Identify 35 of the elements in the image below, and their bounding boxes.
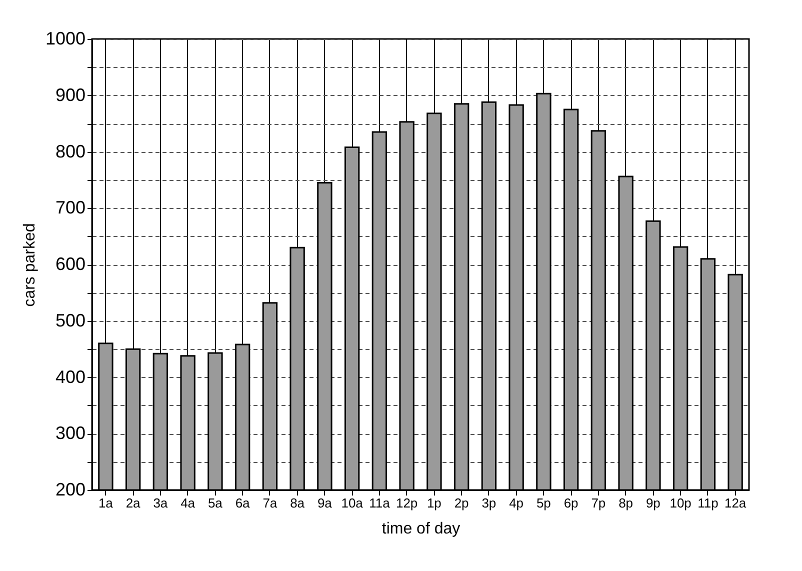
y-tick-label: 700	[55, 198, 86, 218]
y-tick-label: 600	[55, 254, 86, 274]
x-tick-label: 4p	[509, 496, 524, 510]
y-axis-title: cars parked	[21, 223, 38, 307]
x-tick-label: 1a	[98, 496, 114, 510]
x-tick-label: 11p	[698, 496, 718, 510]
x-tick-label: 4a	[180, 496, 196, 510]
x-tick-label: 12p	[396, 496, 418, 510]
x-tick-label: 12a	[724, 496, 747, 510]
x-tick-label: 10p	[670, 496, 692, 510]
y-tick-label: 900	[55, 84, 86, 105]
y-tick-label: 1000	[45, 28, 86, 48]
x-tick-label: 6a	[235, 496, 251, 510]
x-tick-label: 9p	[646, 496, 660, 510]
x-tick-label: 3a	[153, 496, 168, 510]
x-axis-title: time of day	[382, 520, 460, 538]
y-tick-label: 500	[55, 310, 86, 330]
x-tick-label: 8a	[290, 496, 306, 510]
x-tick-label: 2a	[126, 496, 142, 510]
x-tick-label: 5a	[208, 496, 224, 510]
y-tick-label: 400	[55, 366, 86, 387]
x-tick-label: 10a	[341, 496, 364, 510]
x-tick-label: 5p	[536, 496, 551, 510]
x-tick-label: 2p	[454, 496, 469, 510]
x-tick-label: 8p	[618, 496, 634, 510]
x-tick-label: 11a	[369, 496, 391, 510]
x-tick-label: 7a	[262, 496, 278, 510]
x-tick-label: 1p	[426, 496, 442, 510]
y-tick-label: 300	[55, 423, 86, 444]
x-tick-label: 7p	[591, 496, 606, 510]
x-tick-label: 9a	[317, 496, 333, 510]
x-tick-label: 3p	[482, 496, 496, 510]
y-tick-label: 200	[55, 480, 86, 500]
y-tick-label: 800	[55, 141, 86, 162]
x-tick-label: 6p	[564, 496, 578, 510]
